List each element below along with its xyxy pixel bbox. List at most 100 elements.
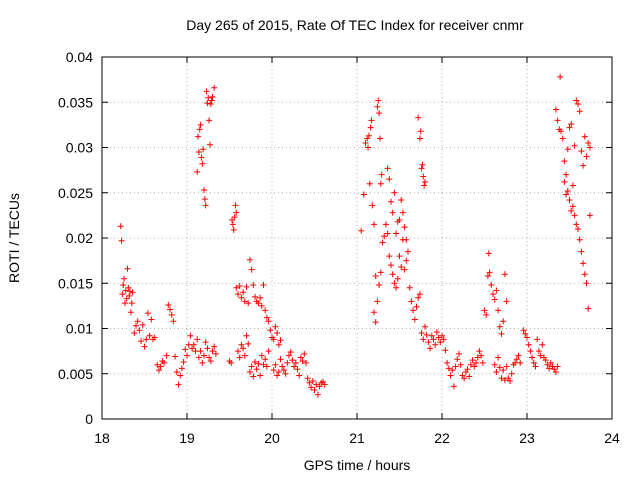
data-point	[207, 101, 214, 108]
data-point	[488, 282, 495, 289]
data-point	[275, 368, 282, 375]
data-point	[199, 359, 206, 366]
data-point	[263, 363, 270, 370]
data-point	[365, 144, 372, 151]
data-point	[194, 336, 201, 343]
data-point	[170, 318, 177, 325]
data-point	[146, 332, 153, 339]
data-point	[479, 359, 486, 366]
data-point	[195, 149, 202, 156]
data-point	[233, 284, 240, 291]
data-point	[529, 354, 536, 361]
data-point	[241, 352, 248, 359]
data-point	[471, 363, 478, 370]
data-point	[532, 363, 539, 370]
data-point	[316, 383, 323, 390]
data-point	[131, 330, 138, 337]
data-point	[557, 73, 564, 80]
data-point	[486, 269, 493, 276]
data-point	[422, 323, 428, 330]
data-point	[232, 202, 239, 209]
data-point	[456, 350, 462, 357]
data-point	[473, 359, 479, 366]
data-point	[229, 216, 236, 223]
data-point	[139, 321, 146, 328]
data-point	[396, 253, 403, 260]
data-point	[277, 337, 284, 344]
data-point	[167, 306, 173, 313]
data-point	[408, 298, 415, 305]
data-point	[393, 230, 400, 237]
data-point	[416, 135, 423, 142]
data-point	[117, 223, 124, 230]
data-point	[274, 372, 281, 379]
data-point	[586, 144, 593, 151]
data-point	[301, 350, 308, 357]
data-point	[512, 359, 519, 366]
data-point	[498, 375, 505, 382]
data-point	[483, 311, 490, 318]
data-point	[263, 314, 270, 321]
data-point	[163, 352, 170, 359]
data-point	[517, 359, 524, 366]
data-point	[197, 121, 204, 128]
data-point	[236, 354, 243, 361]
data-point	[165, 301, 172, 308]
data-point	[416, 291, 423, 298]
x-tick-label: 21	[349, 430, 365, 446]
data-point	[435, 334, 442, 341]
data-point	[127, 309, 134, 316]
data-point	[308, 384, 315, 391]
data-point	[386, 253, 393, 260]
data-point	[321, 381, 328, 388]
data-point	[568, 120, 575, 127]
data-point	[314, 391, 321, 398]
data-point	[206, 117, 213, 124]
x-tick-labels: 18 19 20 21 22 23 24	[94, 430, 620, 446]
y-tick-labels: 0 0.005 0.01 0.015 0.02 0.025 0.03 0.035 0.04	[58, 49, 93, 427]
data-point	[196, 126, 203, 133]
data-point	[554, 117, 561, 124]
data-point	[376, 110, 383, 117]
data-point	[124, 265, 131, 272]
data-point	[192, 348, 199, 355]
data-point	[491, 361, 498, 368]
data-point	[161, 359, 168, 366]
data-point	[394, 275, 401, 282]
data-point	[564, 146, 571, 153]
data-point	[382, 221, 389, 228]
x-tick-label: 18	[94, 430, 110, 446]
data-point	[366, 180, 373, 187]
data-point	[206, 141, 213, 148]
data-point	[368, 117, 375, 124]
data-point	[299, 358, 306, 365]
data-point	[209, 93, 216, 100]
data-point	[190, 341, 197, 348]
grid-lines	[102, 57, 612, 419]
data-point	[277, 356, 284, 363]
data-point	[495, 307, 502, 314]
data-point	[381, 233, 388, 240]
data-point	[581, 133, 588, 140]
data-point	[313, 381, 320, 388]
data-point	[583, 153, 590, 160]
data-point	[558, 128, 564, 135]
data-point	[141, 343, 148, 350]
data-point	[240, 345, 247, 352]
data-point	[262, 356, 269, 363]
data-point	[236, 282, 243, 289]
data-point	[257, 294, 264, 301]
data-point	[493, 368, 500, 375]
data-point	[524, 334, 530, 341]
data-point	[209, 348, 216, 355]
data-point	[202, 202, 209, 209]
data-point	[201, 187, 207, 194]
data-point	[245, 300, 252, 307]
data-point	[120, 282, 127, 289]
data-point	[430, 336, 437, 343]
data-point	[527, 348, 534, 355]
data-point	[371, 309, 377, 316]
data-point	[204, 345, 211, 352]
data-point	[205, 94, 212, 101]
data-point	[155, 367, 162, 374]
